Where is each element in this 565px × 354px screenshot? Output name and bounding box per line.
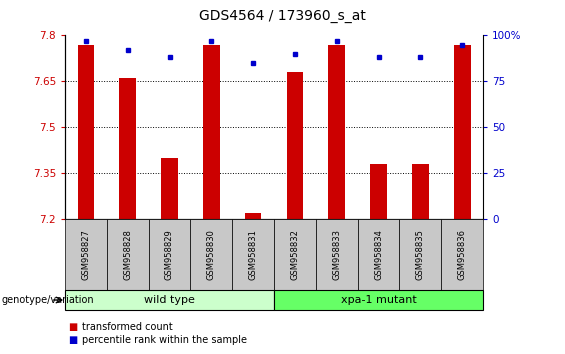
Bar (203, 45, 220, 219)
Bar (370, 164, 387, 219)
Text: GSM958832: GSM958832 (290, 229, 299, 280)
Text: ■: ■ (68, 335, 77, 345)
Bar (77, 45, 94, 219)
Text: GSM958833: GSM958833 (332, 229, 341, 280)
Text: genotype/variation: genotype/variation (1, 295, 94, 305)
Text: GSM958836: GSM958836 (458, 229, 467, 280)
Text: GDS4564 / 173960_s_at: GDS4564 / 173960_s_at (199, 9, 366, 23)
Bar (161, 158, 178, 219)
Bar (328, 45, 345, 219)
Text: percentile rank within the sample: percentile rank within the sample (82, 335, 247, 345)
Text: wild type: wild type (144, 295, 195, 305)
Text: GSM958830: GSM958830 (207, 229, 216, 280)
Bar (286, 72, 303, 219)
Text: GSM958834: GSM958834 (374, 229, 383, 280)
Text: ■: ■ (68, 322, 77, 332)
Bar (245, 213, 262, 219)
Text: GSM958827: GSM958827 (81, 229, 90, 280)
Text: transformed count: transformed count (82, 322, 173, 332)
Text: xpa-1 mutant: xpa-1 mutant (341, 295, 416, 305)
Text: GSM958828: GSM958828 (123, 229, 132, 280)
Bar (412, 164, 429, 219)
Text: GSM958829: GSM958829 (165, 229, 174, 280)
Text: GSM958831: GSM958831 (249, 229, 258, 280)
Bar (454, 45, 471, 219)
Bar (119, 78, 136, 219)
Text: GSM958835: GSM958835 (416, 229, 425, 280)
